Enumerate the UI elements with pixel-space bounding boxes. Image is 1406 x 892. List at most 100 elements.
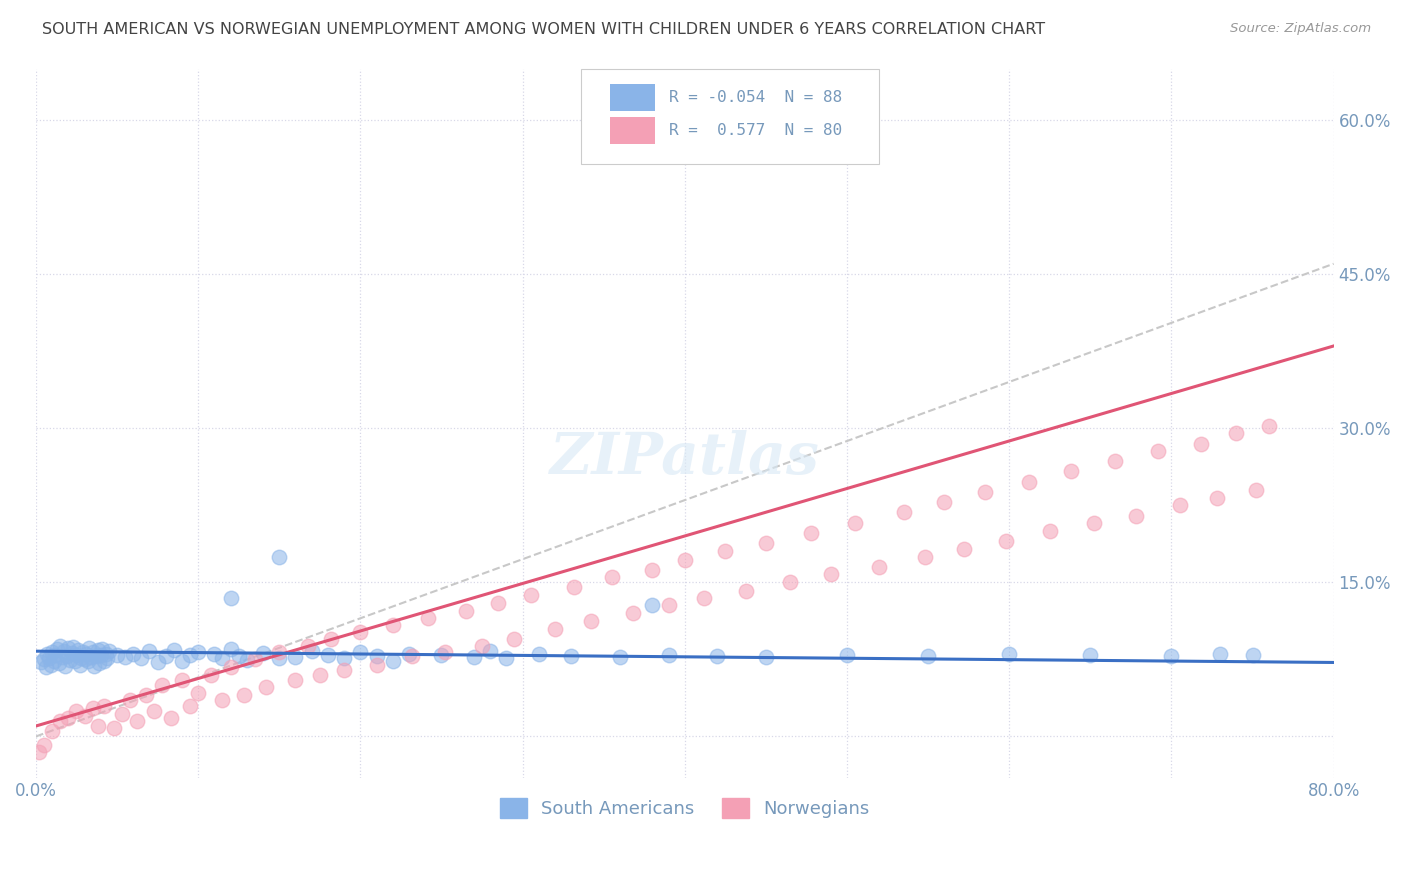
Point: [973, 484, 995, 499]
Point: [641, 563, 664, 577]
Point: [73, 709, 96, 723]
Point: [32, 738, 55, 752]
Point: [1257, 419, 1279, 434]
Point: [163, 643, 186, 657]
Point: [1205, 491, 1227, 505]
Point: [609, 650, 631, 665]
Point: [60, 646, 83, 660]
Point: [1018, 475, 1040, 489]
Text: ZIPatlas: ZIPatlas: [550, 430, 820, 487]
Point: [65, 704, 87, 718]
Point: [67, 643, 90, 657]
Point: [284, 650, 307, 665]
Point: [349, 645, 371, 659]
Point: [122, 647, 145, 661]
Point: [316, 648, 339, 663]
Point: [564, 581, 586, 595]
Point: [503, 632, 526, 646]
Point: [65, 648, 87, 663]
Point: [72, 645, 94, 659]
Point: [301, 644, 323, 658]
Point: [463, 650, 485, 665]
Point: [187, 645, 209, 659]
Point: [82, 645, 104, 659]
Point: [398, 647, 420, 661]
Point: [579, 615, 602, 629]
Point: [232, 689, 254, 703]
Text: Source: ZipAtlas.com: Source: ZipAtlas.com: [1230, 22, 1371, 36]
Point: [211, 651, 233, 665]
Point: [381, 655, 404, 669]
Point: [83, 658, 105, 673]
Point: [333, 651, 356, 665]
Point: [52, 644, 75, 658]
Point: [269, 651, 291, 665]
Point: [479, 644, 502, 658]
Point: [1241, 648, 1264, 663]
FancyBboxPatch shape: [581, 69, 879, 164]
Point: [219, 642, 242, 657]
Point: [69, 657, 91, 672]
Point: [495, 651, 517, 665]
Point: [914, 549, 936, 564]
Point: [486, 596, 509, 610]
Point: [86, 719, 108, 733]
Point: [202, 647, 225, 661]
Point: [527, 647, 550, 661]
Point: [49, 714, 72, 728]
Point: [284, 673, 307, 687]
Legend: South Americans, Norwegians: South Americans, Norwegians: [492, 791, 877, 825]
Point: [1209, 647, 1232, 661]
Point: [658, 648, 681, 663]
Point: [82, 700, 104, 714]
Text: R = -0.054  N = 88: R = -0.054 N = 88: [669, 90, 842, 105]
Text: R =  0.577  N = 80: R = 0.577 N = 80: [669, 123, 842, 138]
Point: [125, 714, 148, 728]
Point: [998, 647, 1021, 661]
Point: [297, 639, 319, 653]
Point: [381, 618, 404, 632]
Point: [179, 698, 201, 713]
Point: [1104, 454, 1126, 468]
Point: [187, 686, 209, 700]
Point: [641, 598, 664, 612]
Point: [75, 647, 97, 661]
Point: [952, 542, 974, 557]
Point: [321, 632, 343, 646]
Point: [93, 698, 115, 713]
FancyBboxPatch shape: [610, 118, 655, 145]
Point: [994, 534, 1017, 549]
Point: [46, 642, 69, 657]
Point: [58, 711, 80, 725]
Point: [418, 611, 440, 625]
Point: [93, 655, 115, 669]
Point: [1189, 436, 1212, 450]
Point: [560, 649, 582, 664]
Point: [401, 649, 423, 664]
Point: [779, 575, 801, 590]
Point: [80, 650, 103, 665]
Point: [105, 648, 128, 663]
Point: [155, 649, 177, 664]
Point: [868, 560, 890, 574]
Point: [471, 639, 494, 653]
Point: [893, 505, 915, 519]
Point: [170, 673, 193, 687]
Point: [62, 640, 84, 654]
Point: [219, 591, 242, 605]
Point: [138, 644, 160, 658]
Point: [39, 657, 62, 672]
Point: [42, 655, 65, 669]
Point: [1225, 426, 1247, 441]
Point: [38, 651, 60, 665]
Point: [34, 659, 56, 673]
Point: [454, 604, 477, 618]
Point: [41, 724, 63, 739]
Point: [90, 648, 112, 663]
Point: [706, 649, 728, 664]
Point: [308, 668, 330, 682]
Point: [84, 649, 107, 664]
Point: [53, 658, 76, 673]
Point: [1168, 498, 1191, 512]
Point: [70, 651, 93, 665]
